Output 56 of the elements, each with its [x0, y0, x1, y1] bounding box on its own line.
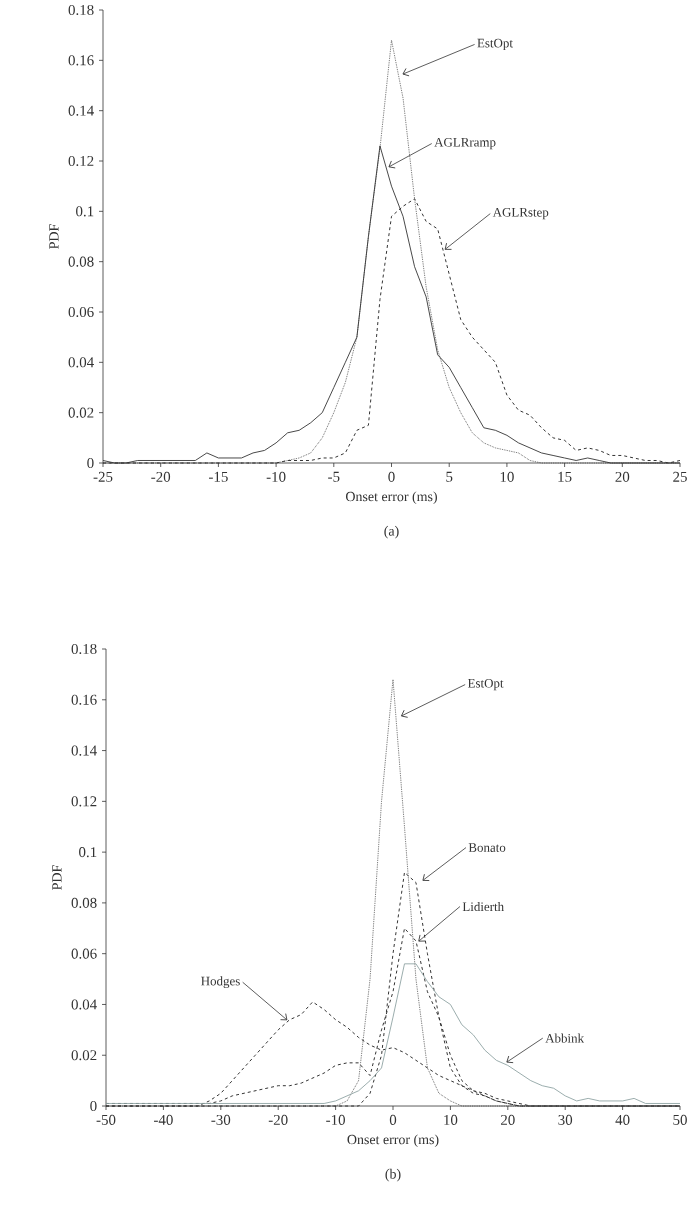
y-tick-label: 0.08 — [68, 256, 94, 267]
x-tick-label: -15 — [208, 471, 228, 482]
y-axis-title: PDF — [49, 224, 59, 249]
x-tick-label: -20 — [268, 1114, 288, 1125]
y-tick-label: 0.18 — [71, 643, 97, 655]
y-tick-label: 0.12 — [68, 155, 94, 167]
annotation: EstOpt — [467, 678, 504, 691]
x-axis-title: Onset error (ms) — [347, 1134, 439, 1148]
annotation: Bonato — [468, 843, 506, 852]
x-tick-label: -30 — [211, 1114, 231, 1125]
y-tick-label: 0.04 — [68, 357, 94, 368]
y-tick-label: 0.06 — [71, 948, 97, 959]
x-tick-label: 25 — [673, 471, 687, 482]
annotation: Hodges — [201, 976, 240, 989]
x-tick-label: 10 — [444, 1114, 458, 1125]
x-tick-label: 15 — [558, 471, 572, 482]
annotation: AGLRstep — [492, 207, 549, 220]
y-tick-label: 0.14 — [71, 745, 97, 756]
y-tick-label: 0.08 — [71, 897, 97, 908]
x-tick-label: 20 — [500, 1114, 515, 1125]
y-tick-label: 0.06 — [68, 306, 94, 318]
y-tick-label: 0.14 — [68, 105, 94, 116]
x-tick-label: -50 — [96, 1114, 116, 1125]
y-tick-label: 0.16 — [68, 55, 94, 66]
x-tick-label: 0 — [389, 1114, 397, 1125]
y-tick-label: 0.04 — [71, 999, 97, 1010]
y-tick-label: 0 — [90, 1100, 97, 1112]
annotation: Abbink — [545, 1033, 585, 1043]
x-tick-label: -10 — [326, 1114, 345, 1125]
annotation: EstOpt — [477, 38, 513, 51]
y-tick-label: 0.02 — [71, 1050, 97, 1061]
x-axis-title: Onset error (ms) — [345, 491, 437, 505]
y-tick-label: 0 — [87, 457, 94, 469]
x-tick-label: -10 — [266, 471, 286, 482]
y-tick-label: 0.1 — [79, 847, 97, 858]
y-tick-label: 0.1 — [76, 206, 94, 217]
y-axis-title: PDF — [52, 865, 62, 890]
text: (b) — [385, 1168, 401, 1182]
x-tick-label: -40 — [153, 1114, 173, 1125]
text: (a) — [384, 525, 399, 539]
x-tick-label: 5 — [446, 471, 453, 482]
x-tick-label: 30 — [558, 1114, 573, 1125]
y-tick-label: 0.18 — [68, 4, 94, 16]
x-tick-label: 10 — [500, 471, 514, 482]
x-tick-label: 50 — [673, 1114, 687, 1125]
annotation: Lidierth — [462, 901, 504, 912]
x-tick-label: -25 — [93, 471, 113, 482]
x-tick-label: 20 — [615, 471, 630, 482]
x-tick-label: 0 — [388, 471, 395, 482]
y-tick-label: 0.16 — [71, 694, 97, 705]
annotation: AGLRramp — [434, 137, 496, 150]
y-tick-label: 0.12 — [71, 796, 97, 807]
y-tick-label: 0.02 — [68, 407, 94, 418]
x-tick-label: -20 — [151, 471, 171, 482]
x-tick-label: 40 — [615, 1114, 630, 1125]
x-tick-label: -5 — [328, 471, 340, 482]
